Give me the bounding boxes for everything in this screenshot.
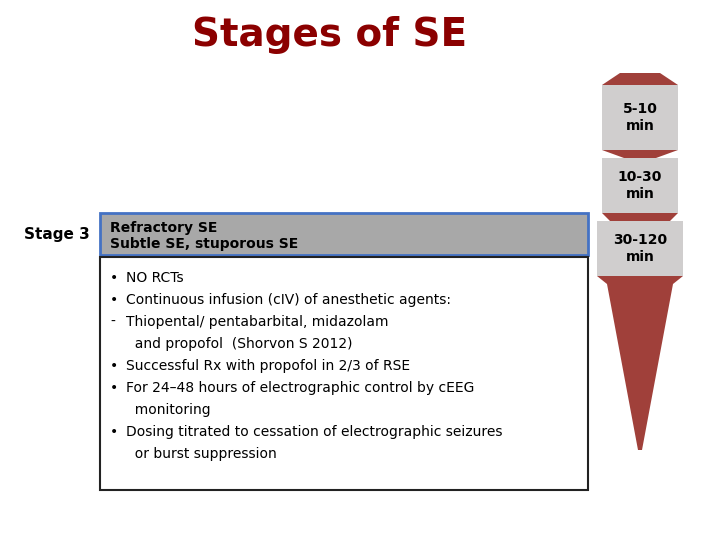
Text: For 24–48 hours of electrographic control by cEEG: For 24–48 hours of electrographic contro… [126,381,474,395]
Text: or burst suppression: or burst suppression [126,447,276,461]
Text: •: • [110,271,118,285]
Text: •: • [110,381,118,395]
Polygon shape [597,276,683,284]
Text: Dosing titrated to cessation of electrographic seizures: Dosing titrated to cessation of electrog… [126,425,503,439]
Polygon shape [602,73,678,85]
Polygon shape [607,284,673,450]
Polygon shape [602,150,678,158]
FancyBboxPatch shape [597,221,683,276]
Text: 30-120
min: 30-120 min [613,233,667,264]
Text: 5-10
min: 5-10 min [623,103,657,133]
FancyBboxPatch shape [602,85,678,150]
Text: -: - [110,315,115,329]
FancyBboxPatch shape [100,213,588,255]
Text: •: • [110,425,118,439]
Text: Continuous infusion (cIV) of anesthetic agents:: Continuous infusion (cIV) of anesthetic … [126,293,451,307]
Text: NO RCTs: NO RCTs [126,271,184,285]
Text: Refractory SE: Refractory SE [110,221,217,235]
Text: •: • [110,359,118,373]
Polygon shape [602,213,678,221]
Text: and propofol  (Shorvon S 2012): and propofol (Shorvon S 2012) [126,337,353,351]
Text: Subtle SE, stuporous SE: Subtle SE, stuporous SE [110,237,298,251]
FancyBboxPatch shape [100,257,588,490]
Text: Stage 3: Stage 3 [24,227,90,242]
Text: 10-30
min: 10-30 min [618,171,662,200]
Text: Stages of SE: Stages of SE [192,16,467,54]
Text: monitoring: monitoring [126,403,211,417]
Text: •: • [110,293,118,307]
Text: Successful Rx with propofol in 2/3 of RSE: Successful Rx with propofol in 2/3 of RS… [126,359,410,373]
FancyBboxPatch shape [602,158,678,213]
Text: Thiopental/ pentabarbital, midazolam: Thiopental/ pentabarbital, midazolam [126,315,389,329]
